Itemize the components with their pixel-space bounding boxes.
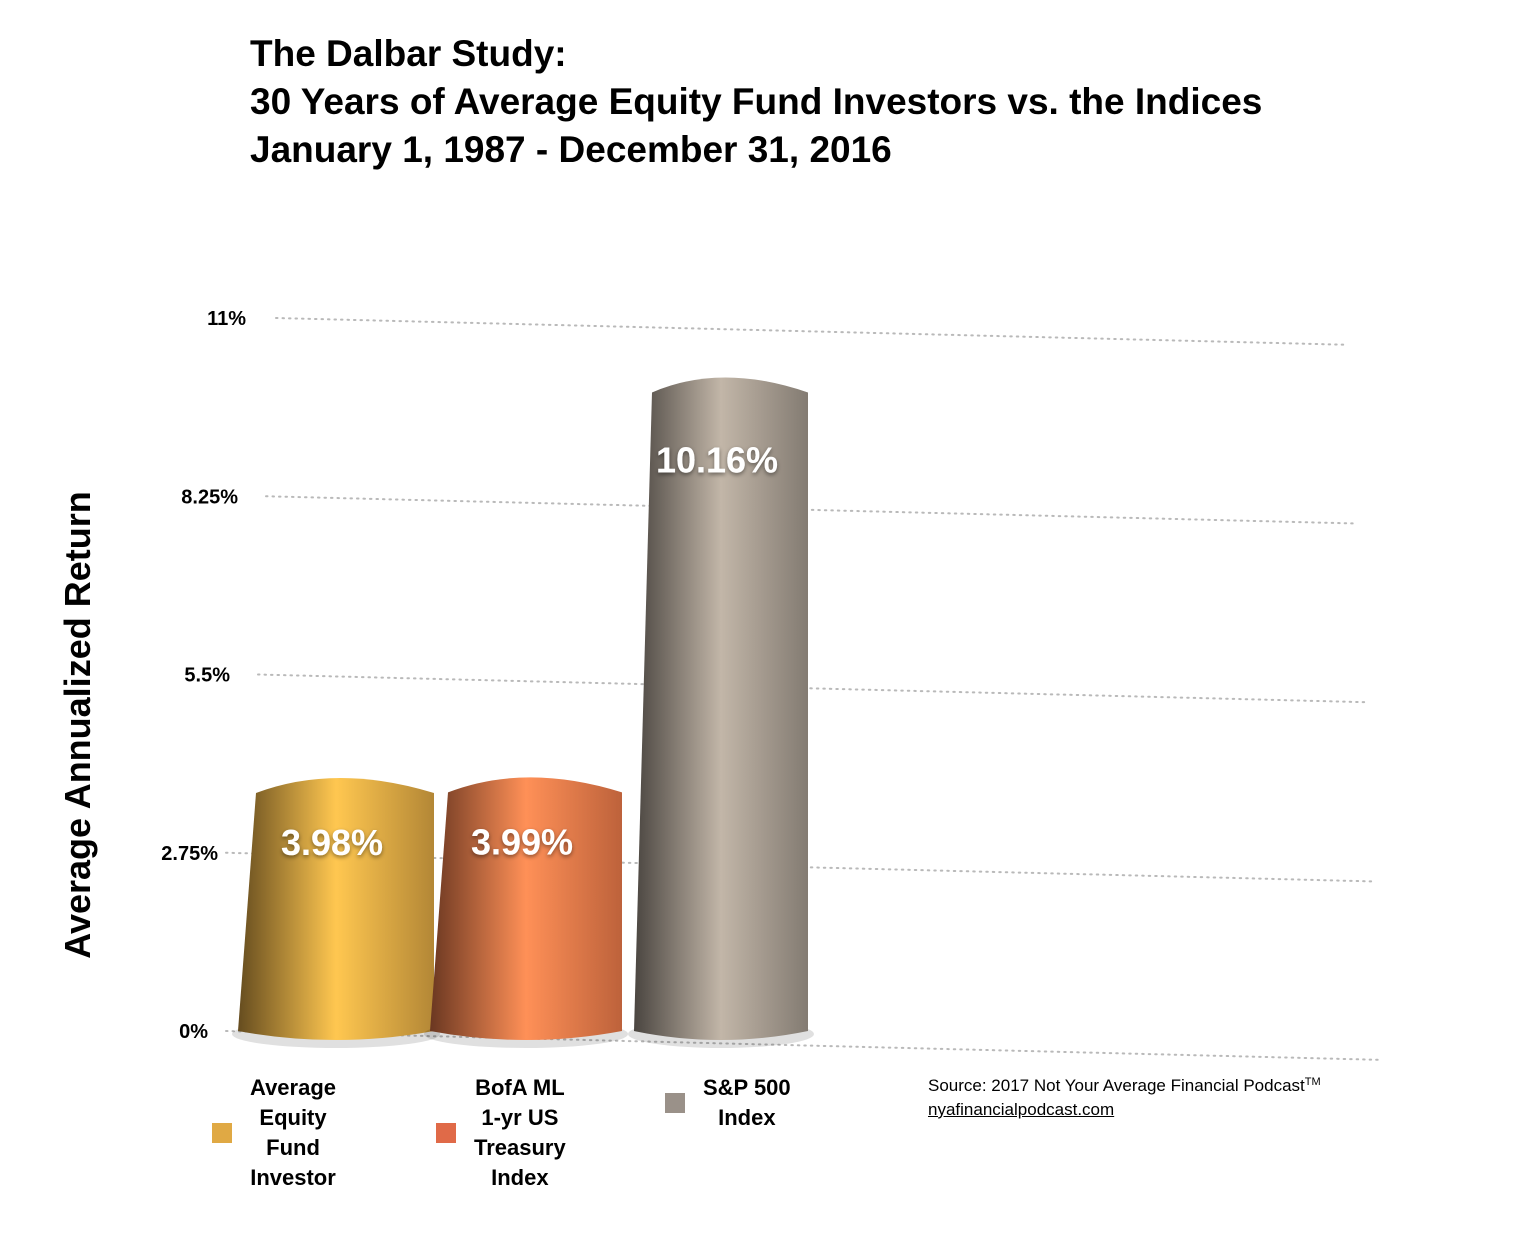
legend-label-line: Index [718,1105,776,1130]
legend-item-equity-investor: Average Equity Fund Investor [212,1073,336,1193]
y-tick-label: 8.25% [181,486,238,508]
legend-label-line: Equity [259,1105,327,1130]
bar-body [430,777,622,1040]
bar-value-label: 3.98% [281,822,383,863]
trademark-mark: TM [1304,1076,1321,1088]
legend-swatch [665,1093,685,1113]
bar-value-label: 3.99% [471,821,573,862]
bar-value-label: 10.16% [656,439,778,480]
legend-label: BofA ML 1-yr US Treasury Index [474,1073,566,1193]
legend-item-treasury-index: BofA ML 1-yr US Treasury Index [436,1073,566,1193]
legend-label-line: 1-yr US [481,1105,559,1130]
y-tick-label: 11% [207,308,246,330]
title-line-1: The Dalbar Study: [250,33,567,74]
legend-label-line: Average [250,1075,337,1100]
legend-label-line: BofA ML [475,1075,565,1100]
source-url[interactable]: nyafinancialpodcast.com [928,1100,1115,1119]
bar-body [634,377,808,1040]
source-note: Source: 2017 Not Your Average Financial … [928,1070,1321,1122]
gridline [225,1030,1381,1061]
chart-title: The Dalbar Study: 30 Years of Average Eq… [250,30,1262,174]
bar [424,777,628,1048]
gridline [275,317,1349,346]
legend-swatch [212,1123,232,1143]
gridline [265,495,1357,525]
bar [628,377,814,1048]
y-tick-label: 5.5% [184,665,230,687]
source-text: Source: 2017 Not Your Average Financial … [928,1076,1305,1095]
title-line-2: 30 Years of Average Equity Fund Investor… [250,81,1263,122]
legend-label-line: Fund [266,1135,320,1160]
legend-label-line: Investor [250,1165,336,1190]
bar [232,778,440,1048]
title-line-3: January 1, 1987 - December 31, 2016 [250,129,892,170]
gridline [257,673,1367,704]
legend-item-sp500: S&P 500 Index [665,1073,791,1133]
y-tick-label: 2.75% [161,843,218,865]
legend-swatch [436,1123,456,1143]
legend-label-line: Treasury [474,1135,566,1160]
legend-label: S&P 500 Index [703,1073,791,1133]
legend-label-line: Index [491,1165,549,1190]
legend-label: Average Equity Fund Investor [250,1073,336,1193]
bar-body [238,778,434,1040]
y-tick-label: 0% [179,1021,208,1043]
legend-label-line: S&P 500 [703,1075,791,1100]
